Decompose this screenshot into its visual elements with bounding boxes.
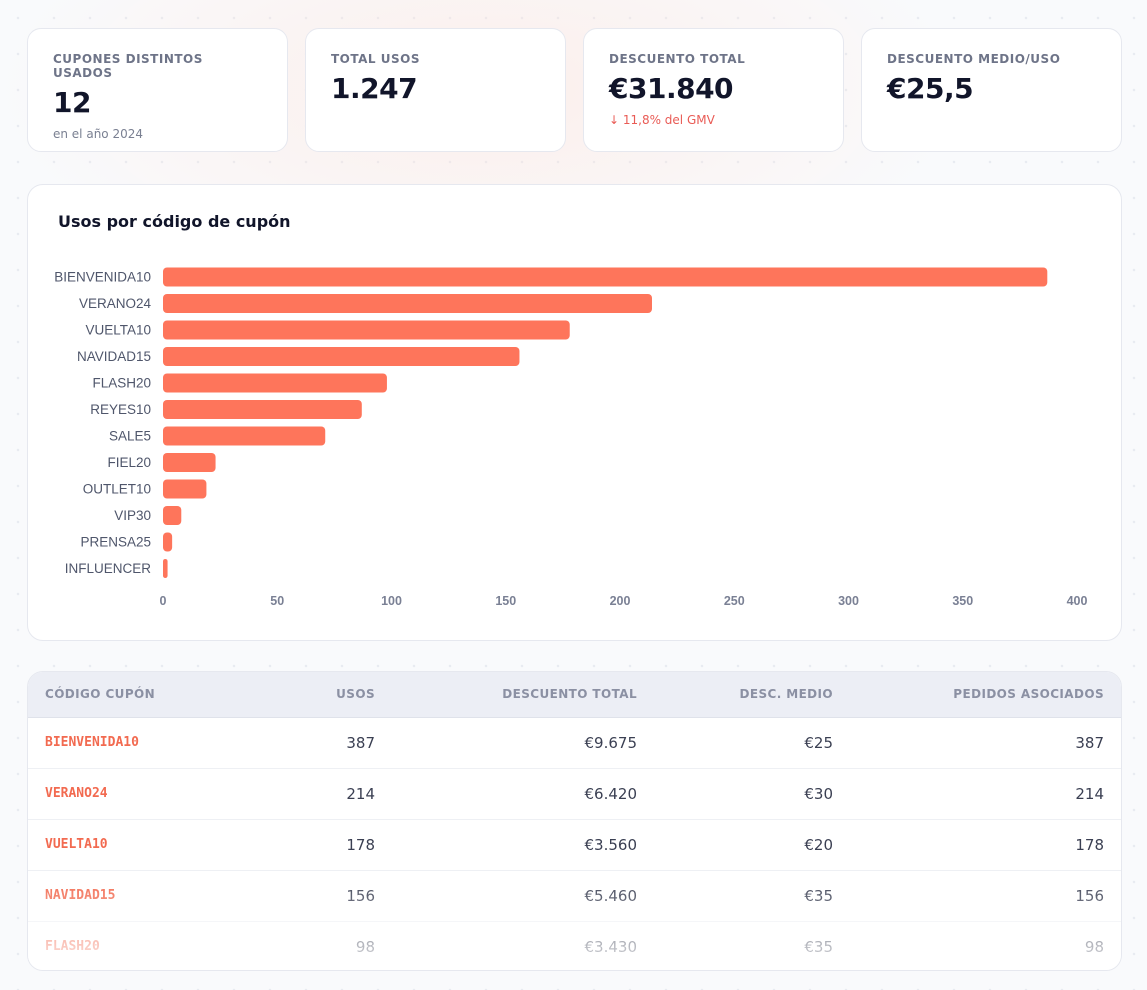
table-row[interactable]: FLASH20 98 €3.430 €35 98 bbox=[28, 921, 1121, 970]
uses-cell: 98 bbox=[255, 921, 375, 970]
category-label: FLASH20 bbox=[92, 376, 151, 391]
orders-cell: 98 bbox=[833, 921, 1121, 970]
category-label: REYES10 bbox=[90, 402, 151, 417]
uses-cell: 214 bbox=[255, 768, 375, 820]
col-header-orders[interactable]: PEDIDOS ASOCIADOS bbox=[833, 672, 1121, 718]
discount-cell: €9.675 bbox=[375, 717, 637, 769]
category-label: INFLUENCER bbox=[65, 561, 152, 576]
avg-cell: €35 bbox=[637, 921, 833, 970]
table-header-row: CÓDIGO CUPÓN USOS DESCUENTO TOTAL DESC. … bbox=[28, 672, 1121, 718]
kpi-label: DESCUENTO TOTAL bbox=[609, 52, 746, 66]
coupon-table-card: CÓDIGO CUPÓN USOS DESCUENTO TOTAL DESC. … bbox=[27, 671, 1122, 971]
x-tick-label: 200 bbox=[610, 594, 631, 608]
uses-cell: 387 bbox=[255, 717, 375, 769]
bar-navidad15[interactable] bbox=[163, 347, 520, 366]
avg-cell: €25 bbox=[637, 717, 833, 769]
category-label: SALE5 bbox=[109, 429, 151, 444]
bar-chart: BIENVENIDA10 VERANO24 VUELTA10 NAVIDAD15 FLA… bbox=[54, 267, 1088, 608]
bar-sale5[interactable] bbox=[163, 426, 326, 446]
x-tick-label: 300 bbox=[838, 594, 859, 608]
orders-cell: 387 bbox=[833, 717, 1121, 769]
table-row[interactable]: BIENVENIDA10 387 €9.675 €25 387 bbox=[28, 717, 1121, 769]
x-tick-label: 100 bbox=[381, 594, 402, 608]
category-label: PRENSA25 bbox=[80, 535, 151, 550]
orders-cell: 178 bbox=[833, 819, 1121, 871]
category-label: VUELTA10 bbox=[85, 323, 151, 338]
bar-fiel20[interactable] bbox=[163, 453, 216, 472]
avg-cell: €20 bbox=[637, 819, 833, 871]
table-row[interactable]: VERANO24 214 €6.420 €30 214 bbox=[28, 768, 1121, 820]
bar-prensa25[interactable] bbox=[163, 532, 173, 552]
category-label: VIP30 bbox=[114, 508, 151, 523]
coupon-code: VUELTA10 bbox=[28, 819, 255, 871]
kpi-label: DESCUENTO MEDIO/USO bbox=[887, 52, 1061, 66]
kpi-value: 1.247 bbox=[331, 72, 418, 105]
kpi-card-total-uses: TOTAL USOS 1.247 bbox=[305, 28, 566, 152]
x-tick-label: 0 bbox=[160, 594, 167, 608]
kpi-value: €25,5 bbox=[887, 72, 974, 105]
table-row[interactable]: NAVIDAD15 156 €5.460 €35 156 bbox=[28, 870, 1121, 922]
table-row[interactable]: VUELTA10 178 €3.560 €20 178 bbox=[28, 819, 1121, 871]
kpi-value: €31.840 bbox=[609, 72, 734, 105]
category-label: VERANO24 bbox=[79, 296, 152, 311]
kpi-card-avg-discount: DESCUENTO MEDIO/USO €25,5 bbox=[861, 28, 1122, 152]
orders-cell: 214 bbox=[833, 768, 1121, 820]
coupon-table: CÓDIGO CUPÓN USOS DESCUENTO TOTAL DESC. … bbox=[28, 672, 1121, 970]
x-tick-label: 400 bbox=[1067, 594, 1088, 608]
orders-cell: 156 bbox=[833, 870, 1121, 922]
x-tick-label: 250 bbox=[724, 594, 745, 608]
col-header-avg[interactable]: DESC. MEDIO bbox=[637, 672, 833, 718]
discount-cell: €5.460 bbox=[375, 870, 637, 922]
category-label: NAVIDAD15 bbox=[77, 349, 151, 364]
discount-cell: €3.430 bbox=[375, 921, 637, 970]
bar-influencer[interactable] bbox=[163, 559, 168, 578]
kpi-label: TOTAL USOS bbox=[331, 52, 420, 66]
bar-flash20[interactable] bbox=[163, 373, 387, 393]
bar-reyes10[interactable] bbox=[163, 400, 362, 419]
kpi-card-distinct-coupons: CUPONES DISTINTOS USADOS 12 en el año 20… bbox=[27, 28, 288, 152]
kpi-label: CUPONES DISTINTOS USADOS bbox=[53, 52, 203, 80]
col-header-uses[interactable]: USOS bbox=[255, 672, 375, 718]
bar-vip30[interactable] bbox=[163, 506, 182, 525]
discount-cell: €3.560 bbox=[375, 819, 637, 871]
chart-title: Usos por código de cupón bbox=[58, 212, 291, 231]
discount-cell: €6.420 bbox=[375, 768, 637, 820]
kpi-row: CUPONES DISTINTOS USADOS 12 en el año 20… bbox=[27, 28, 1122, 154]
coupon-code: FLASH20 bbox=[28, 921, 255, 970]
uses-cell: 156 bbox=[255, 870, 375, 922]
category-label: BIENVENIDA10 bbox=[54, 270, 151, 285]
bar-outlet10[interactable] bbox=[163, 479, 207, 499]
chart-card: Usos por código de cupón BIENVENIDA10 VER… bbox=[27, 184, 1122, 641]
uses-cell: 178 bbox=[255, 819, 375, 871]
x-tick-label: 150 bbox=[495, 594, 516, 608]
kpi-trend-down: ↓ 11,8% del GMV bbox=[609, 113, 715, 127]
avg-cell: €30 bbox=[637, 768, 833, 820]
bar-bienvenida10[interactable] bbox=[163, 267, 1048, 287]
avg-cell: €35 bbox=[637, 870, 833, 922]
bar-vuelta10[interactable] bbox=[163, 320, 570, 340]
col-header-discount[interactable]: DESCUENTO TOTAL bbox=[375, 672, 637, 718]
coupon-code: NAVIDAD15 bbox=[28, 870, 255, 922]
x-tick-label: 350 bbox=[952, 594, 973, 608]
coupon-code: BIENVENIDA10 bbox=[28, 717, 255, 769]
category-label: FIEL20 bbox=[107, 455, 151, 470]
coupon-code: VERANO24 bbox=[28, 768, 255, 820]
bar-verano24[interactable] bbox=[163, 294, 652, 313]
kpi-subtitle: en el año 2024 bbox=[53, 127, 143, 141]
category-label: OUTLET10 bbox=[83, 482, 151, 497]
kpi-card-total-discount: DESCUENTO TOTAL €31.840 ↓ 11,8% del GMV bbox=[583, 28, 844, 152]
x-tick-label: 50 bbox=[270, 594, 284, 608]
kpi-value: 12 bbox=[53, 86, 91, 119]
col-header-code[interactable]: CÓDIGO CUPÓN bbox=[28, 672, 255, 718]
